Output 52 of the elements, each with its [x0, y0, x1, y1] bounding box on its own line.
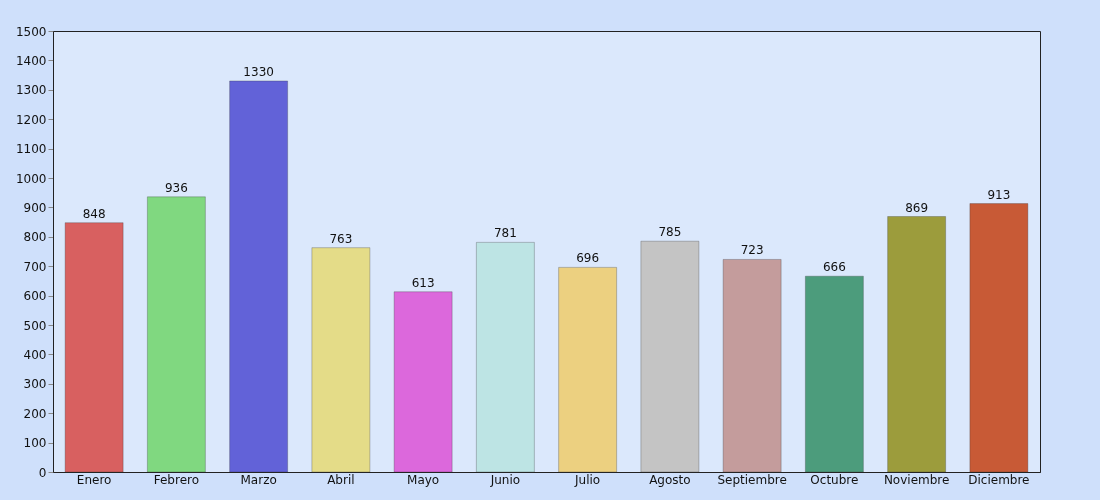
y-tick-label: 200: [23, 406, 47, 421]
data-label: 613: [411, 275, 435, 290]
bar: [887, 216, 946, 473]
bar: [476, 242, 535, 473]
y-tick-label: 1200: [15, 112, 47, 127]
data-label: 696: [576, 251, 600, 266]
data-label: 781: [493, 226, 517, 241]
x-tick-label: Abril: [327, 472, 355, 487]
bar: [147, 196, 206, 473]
x-tick-label: Julio: [574, 472, 601, 487]
y-tick-label: 600: [23, 289, 47, 304]
x-tick-label: Noviembre: [883, 472, 950, 487]
y-tick-label: 1500: [15, 24, 47, 39]
x-tick-label: Marzo: [240, 472, 277, 487]
data-label: 1330: [243, 64, 274, 79]
bar: [311, 247, 371, 473]
y-tick-label: 0: [38, 465, 47, 480]
bar: [640, 241, 700, 473]
bar: [229, 80, 288, 473]
bar: [64, 222, 124, 473]
y-tick-label: 400: [23, 347, 47, 362]
data-label: 763: [329, 231, 353, 246]
y-tick-label: 1000: [15, 171, 47, 186]
x-tick-label: Octubre: [810, 472, 859, 487]
x-tick-label: Enero: [76, 472, 112, 487]
y-tick-label: 1300: [15, 83, 47, 98]
y-tick-label: 100: [23, 436, 47, 451]
bar: [558, 267, 617, 473]
x-tick-label: Mayo: [407, 472, 440, 487]
bar: [722, 259, 782, 473]
data-label: 869: [905, 200, 929, 215]
bar: [393, 291, 453, 473]
bar: [805, 276, 864, 473]
x-tick-label: Junio: [489, 472, 521, 487]
x-tick-label: Septiembre: [717, 472, 787, 487]
data-label: 913: [987, 187, 1011, 202]
y-tick-label: 500: [23, 318, 47, 333]
data-label: 936: [164, 180, 188, 195]
data-label: 723: [740, 243, 764, 258]
bar: [969, 203, 1029, 473]
y-tick-label: 800: [23, 230, 47, 245]
x-tick-label: Diciembre: [968, 472, 1030, 487]
y-tick-label: 1400: [15, 53, 47, 68]
data-label: 785: [658, 225, 682, 240]
y-tick-label: 900: [23, 200, 47, 215]
data-label: 666: [822, 260, 846, 275]
data-label: 848: [82, 206, 106, 221]
y-tick-label: 1100: [15, 142, 47, 157]
x-tick-label: Febrero: [153, 472, 200, 487]
x-tick-label: Agosto: [649, 472, 691, 487]
y-tick-label: 700: [23, 259, 47, 274]
y-tick-label: 300: [23, 377, 47, 392]
